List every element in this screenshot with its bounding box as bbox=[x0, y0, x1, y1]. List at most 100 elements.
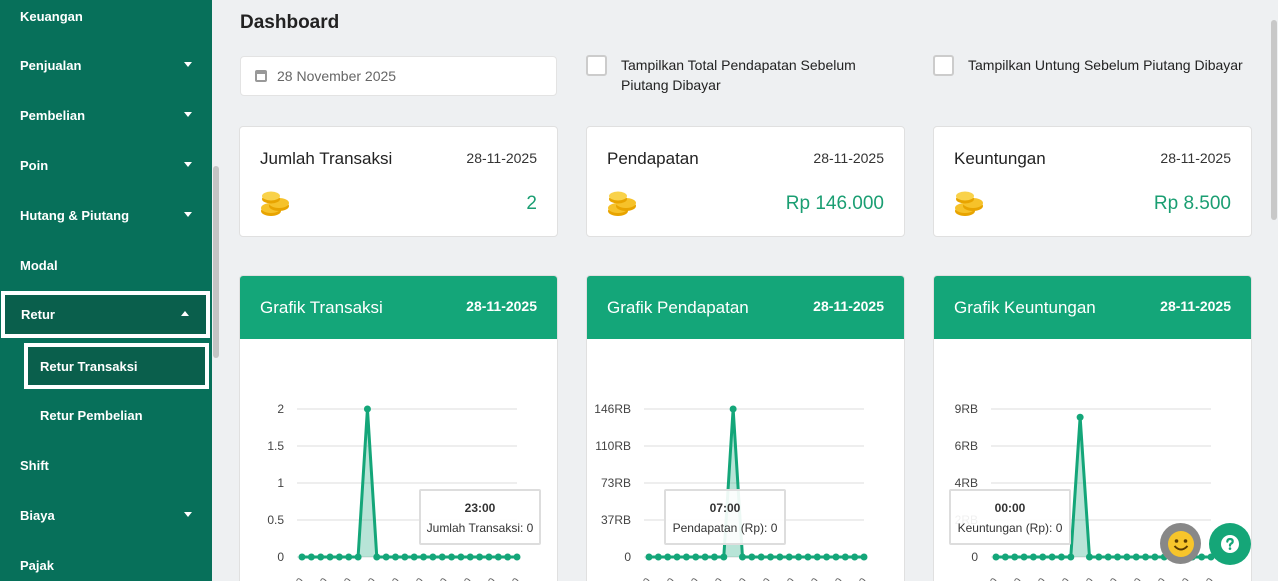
sidebar-item-shift[interactable]: Shift bbox=[0, 440, 212, 490]
y-tick-label: 2 bbox=[277, 402, 284, 416]
sidebar-item-penjualan[interactable]: Penjualan bbox=[0, 40, 212, 90]
x-tick-label: 00 bbox=[685, 576, 702, 581]
main-scrollbar[interactable] bbox=[1270, 0, 1278, 581]
data-point bbox=[363, 405, 371, 413]
y-tick-label: 9RB bbox=[955, 402, 978, 416]
sidebar-item-label: Shift bbox=[20, 457, 49, 473]
data-point bbox=[1067, 553, 1075, 561]
sidebar-subitem-retur-transaksi[interactable]: Retur Transaksi bbox=[24, 343, 209, 389]
tooltip-time: 07:00 bbox=[709, 501, 741, 515]
data-point bbox=[860, 553, 868, 561]
coins-icon bbox=[955, 191, 983, 216]
sidebar-scrollbar[interactable] bbox=[212, 0, 220, 581]
sidebar-item-modal[interactable]: Modal bbox=[0, 240, 212, 290]
main-scrollbar-thumb[interactable] bbox=[1271, 20, 1277, 220]
data-point bbox=[466, 553, 474, 561]
smiley-button[interactable] bbox=[1160, 523, 1201, 564]
data-point bbox=[767, 553, 775, 561]
chevron-down-icon bbox=[184, 162, 192, 167]
data-point bbox=[298, 553, 306, 561]
data-point bbox=[307, 553, 315, 561]
chart-date: 28-11-2025 bbox=[813, 298, 884, 314]
card-value: 2 bbox=[526, 193, 537, 214]
y-tick-label: 37RB bbox=[601, 513, 631, 527]
data-point bbox=[354, 553, 362, 561]
tooltip-label: Keuntungan (Rp): 0 bbox=[957, 521, 1063, 535]
sidebar-item-label: Retur bbox=[21, 307, 55, 322]
data-point bbox=[776, 553, 784, 561]
data-point bbox=[832, 553, 840, 561]
chart-title: Grafik Transaksi bbox=[260, 298, 383, 317]
sidebar-item-hutang-piutang[interactable]: Hutang & Piutang bbox=[0, 190, 212, 240]
chart-tooltip: 00:00 Keuntungan (Rp): 0 bbox=[949, 489, 1071, 545]
card-title: Jumlah Transaksi bbox=[260, 149, 393, 168]
y-tick-label: 146RB bbox=[594, 402, 631, 416]
sidebar-item-label: Penjualan bbox=[20, 57, 82, 73]
sidebar: Keuangan Penjualan Pembelian Poin Hutang… bbox=[0, 0, 212, 581]
y-tick-label: 0 bbox=[277, 550, 284, 564]
sidebar-item-label: Hutang & Piutang bbox=[20, 207, 130, 223]
data-point bbox=[401, 553, 409, 561]
x-tick-label: 00 bbox=[338, 576, 355, 581]
date-picker[interactable]: 28 November 2025 bbox=[240, 56, 557, 96]
x-tick-label: 00 bbox=[757, 576, 774, 581]
data-point bbox=[504, 553, 512, 561]
chart-transaksi: Grafik Transaksi 28-11-2025 21.510.50000… bbox=[239, 275, 558, 581]
chevron-down-icon bbox=[184, 512, 192, 517]
tooltip-label: Jumlah Transaksi: 0 bbox=[426, 521, 534, 535]
x-tick-label: 00 bbox=[434, 576, 451, 581]
sidebar-item-label: Keuangan bbox=[20, 8, 83, 24]
sidebar-scrollbar-thumb[interactable] bbox=[213, 166, 219, 358]
data-point bbox=[1142, 553, 1150, 561]
data-point bbox=[673, 553, 681, 561]
sidebar-item-poin[interactable]: Poin bbox=[0, 140, 212, 190]
y-tick-label: 0 bbox=[971, 550, 978, 564]
data-point bbox=[1198, 553, 1206, 561]
checkbox[interactable] bbox=[933, 55, 954, 76]
sidebar-item-label: Biaya bbox=[20, 507, 55, 523]
y-tick-label: 110RB bbox=[595, 439, 631, 453]
data-point bbox=[382, 553, 390, 561]
data-point bbox=[317, 553, 325, 561]
data-point bbox=[420, 553, 428, 561]
chevron-down-icon bbox=[184, 112, 192, 117]
data-point bbox=[1104, 553, 1112, 561]
x-tick-label: 00 bbox=[482, 576, 499, 581]
checkbox-untung[interactable]: Tampilkan Untung Sebelum Piutang Dibayar bbox=[933, 55, 1243, 76]
data-point bbox=[823, 553, 831, 561]
x-tick-label: 00 bbox=[733, 576, 750, 581]
data-point bbox=[438, 553, 446, 561]
x-tick-label: 00 bbox=[1200, 576, 1217, 581]
help-button[interactable] bbox=[1209, 523, 1251, 565]
sidebar-item-retur[interactable]: Retur bbox=[1, 291, 210, 338]
x-tick-label: 00 bbox=[1032, 576, 1049, 581]
sidebar-item-keuangan[interactable]: Keuangan bbox=[0, 0, 212, 41]
data-point bbox=[710, 553, 718, 561]
sidebar-item-label: Pembelian bbox=[20, 107, 86, 123]
data-point bbox=[992, 553, 1000, 561]
sidebar-item-label: Pajak bbox=[20, 557, 54, 573]
sidebar-item-biaya[interactable]: Biaya bbox=[0, 490, 212, 540]
sidebar-item-pembelian[interactable]: Pembelian bbox=[0, 90, 212, 140]
checkbox-total-pendapatan[interactable]: Tampilkan Total Pendapatan Sebelum Piuta… bbox=[586, 55, 886, 95]
data-point bbox=[1085, 553, 1093, 561]
data-point bbox=[1114, 553, 1122, 561]
x-tick-label: 00 bbox=[410, 576, 427, 581]
calendar-icon bbox=[255, 70, 267, 82]
sidebar-subitem-retur-pembelian[interactable]: Retur Pembelian bbox=[24, 392, 209, 438]
x-tick-label: 00 bbox=[984, 576, 1001, 581]
checkbox-label: Tampilkan Total Pendapatan Sebelum Piuta… bbox=[621, 57, 856, 93]
chart-title: Grafik Keuntungan bbox=[954, 298, 1096, 317]
sidebar-item-pajak[interactable]: Pajak bbox=[0, 540, 212, 581]
sidebar-item-label: Poin bbox=[20, 157, 49, 173]
chart-header: Grafik Pendapatan 28-11-2025 bbox=[587, 276, 904, 339]
y-tick-label: 4RB bbox=[955, 476, 978, 490]
data-point bbox=[410, 553, 418, 561]
chart-date: 28-11-2025 bbox=[1160, 298, 1231, 314]
data-point bbox=[804, 553, 812, 561]
checkbox[interactable] bbox=[586, 55, 607, 76]
data-point bbox=[757, 553, 765, 561]
data-point bbox=[326, 553, 334, 561]
tooltip-time: 00:00 bbox=[994, 501, 1026, 515]
chevron-down-icon bbox=[184, 62, 192, 67]
